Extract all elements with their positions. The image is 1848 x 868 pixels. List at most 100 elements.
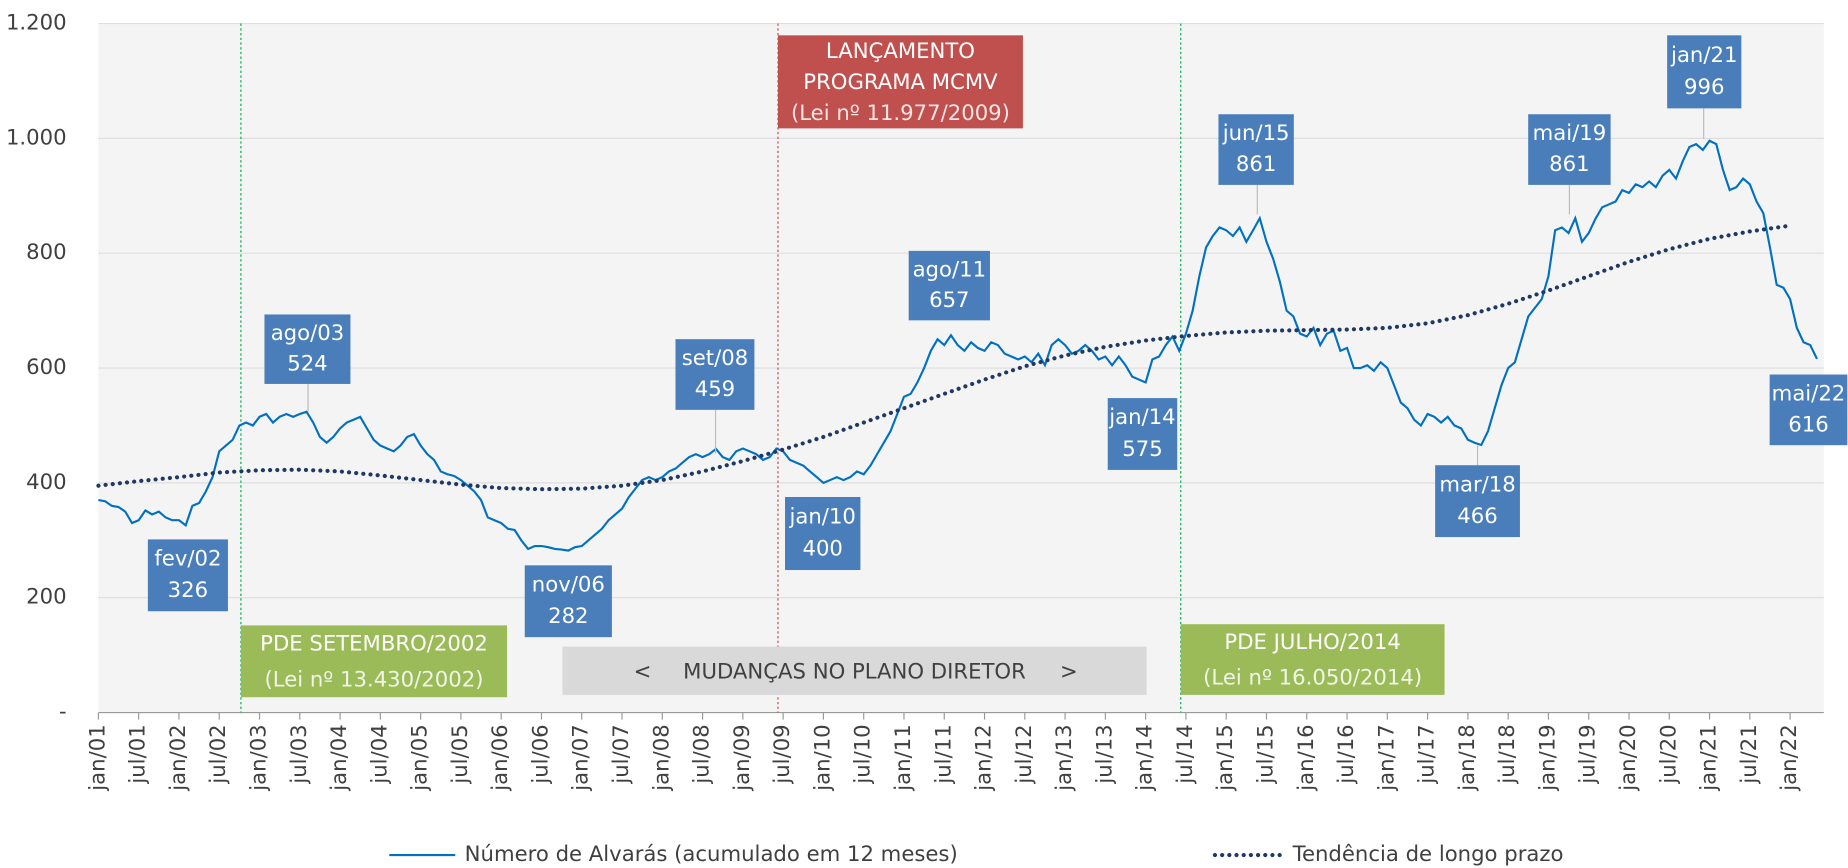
event-law: (Lei nº 16.050/2014) [1203,664,1422,689]
x-tick-label: jul/12 [1011,724,1036,784]
y-tick-label: 200 [26,584,66,609]
x-tick-label: jul/21 [1736,724,1761,784]
annotation: ago/11 657 [908,250,990,321]
annotation-label: jan/14 [1108,404,1175,429]
legend-label: Número de Alvarás (acumulado em 12 meses… [465,841,958,866]
annotation-label: jan/21 [1670,42,1737,67]
period-band-text: MUDANÇAS NO PLANO DIRETOR [683,658,1026,683]
trend-line [96,223,1793,492]
annotation: mai/19 861 [1528,114,1611,185]
annotation-value: 861 [1236,151,1276,176]
annotation-bg [1218,114,1294,185]
x-tick-label: jul/15 [1252,724,1277,784]
x-tick-label: jan/19 [1534,724,1559,791]
annotation-label: mai/19 [1533,120,1607,145]
x-tick-label: jul/13 [1091,724,1116,784]
annotation-value: 657 [929,287,969,312]
annotation-value: 996 [1684,74,1724,99]
y-tick-label: 800 [26,239,66,264]
x-tick-label: jul/02 [205,724,230,784]
annotation-value: 575 [1122,436,1162,461]
event-title: LANÇAMENTO [826,38,975,63]
x-tick-label: jan/09 [729,724,754,791]
annotation-label: set/08 [682,345,748,370]
x-tick-label: jan/11 [890,724,915,791]
x-tick-label: jan/01 [84,724,109,791]
annotation-label: nov/06 [532,571,605,596]
annotation: mai/22 616 [1769,374,1848,446]
x-tick-label: jan/15 [1212,724,1237,791]
x-tick-label: jul/05 [447,724,472,784]
annotation-bg [1107,398,1178,470]
annotation-value: 326 [168,577,208,602]
event-box-bg [240,625,508,698]
x-tick-label: jul/04 [366,724,391,784]
x-tick-label: jul/01 [125,724,150,784]
x-tick-label: jul/16 [1333,724,1358,784]
annotation-value: 400 [802,536,842,561]
annotation-bg [1667,35,1742,109]
annotation: jan/10 400 [785,497,861,571]
x-tick-label: jan/21 [1696,724,1721,791]
annotation-label: jan/10 [789,503,856,528]
x-tick-label: jan/14 [1132,724,1157,791]
y-tick-label: - [59,699,67,724]
event-box-bg [777,35,1023,129]
annotation: jan/14 575 [1107,398,1178,470]
x-tick-label: jan/05 [407,724,432,791]
event-box: LANÇAMENTO PROGRAMA MCMV (Lei nº 11.977/20… [777,35,1023,129]
event-title: PDE SETEMBRO/2002 [260,631,488,656]
x-tick-label: jan/02 [165,724,190,791]
x-tick-label: jan/10 [809,724,834,791]
x-tick-label: jan/13 [1051,724,1076,791]
x-tick-label: jan/20 [1615,724,1640,791]
period-band-bg [562,646,1147,695]
annotation-label: mar/18 [1439,471,1515,496]
annotation-bg [1435,465,1520,538]
annotation-value: 861 [1549,151,1589,176]
x-tick-label: jan/03 [246,724,271,791]
x-tick-label: jul/08 [689,724,714,784]
x-tick-label: jan/17 [1373,724,1398,791]
x-tick-label: jan/22 [1776,724,1801,791]
x-tick-label: jul/17 [1414,724,1439,784]
x-tick-label: jan/12 [971,724,996,791]
x-tick-label: jan/07 [568,724,593,791]
x-tick-label: jan/08 [648,724,673,791]
annotation-value: 466 [1457,503,1497,528]
annotation-bg [524,565,612,638]
line-series [98,139,1818,552]
event-title: PROGRAMA MCMV [803,69,998,94]
legend-label: Tendência de longo prazo [1292,841,1564,866]
x-tick-label: jul/14 [1172,724,1197,784]
x-tick-label: jul/18 [1494,724,1519,784]
y-tick-label: 1.000 [6,124,67,149]
annotation-bg [1528,114,1611,185]
period-band-text: < [634,658,652,683]
x-tick-label: jul/07 [608,724,633,784]
annotation: fev/02 326 [147,539,228,612]
annotation-bg [908,250,990,321]
annotation-label: mai/22 [1772,380,1846,405]
event-law: (Lei nº 13.430/2002) [265,666,484,691]
x-tick-label: jul/20 [1655,724,1680,784]
annotation: nov/06 282 [524,565,612,638]
x-tick-label: jul/09 [769,724,794,784]
annotation-bg [264,314,351,384]
x-tick-label: jan/06 [487,724,512,791]
annotation: jan/21 996 [1667,35,1742,109]
annotation-label: ago/03 [271,320,345,345]
y-tick-label: 600 [26,354,66,379]
x-tick-label: jul/06 [527,724,552,784]
x-tick-label: jul/11 [930,724,955,784]
event-box: PDE SETEMBRO/2002 (Lei nº 13.430/2002) [240,625,508,698]
annotation-value: 524 [287,350,327,375]
annotation-bg [1769,374,1848,446]
x-tick-label: jul/19 [1575,724,1600,784]
period-band-text: > [1060,658,1078,683]
annotation-value: 616 [1788,411,1828,436]
y-tick-label: 1.200 [6,10,67,35]
event-title: PDE JULHO/2014 [1224,629,1400,654]
annotation-bg [147,539,228,612]
